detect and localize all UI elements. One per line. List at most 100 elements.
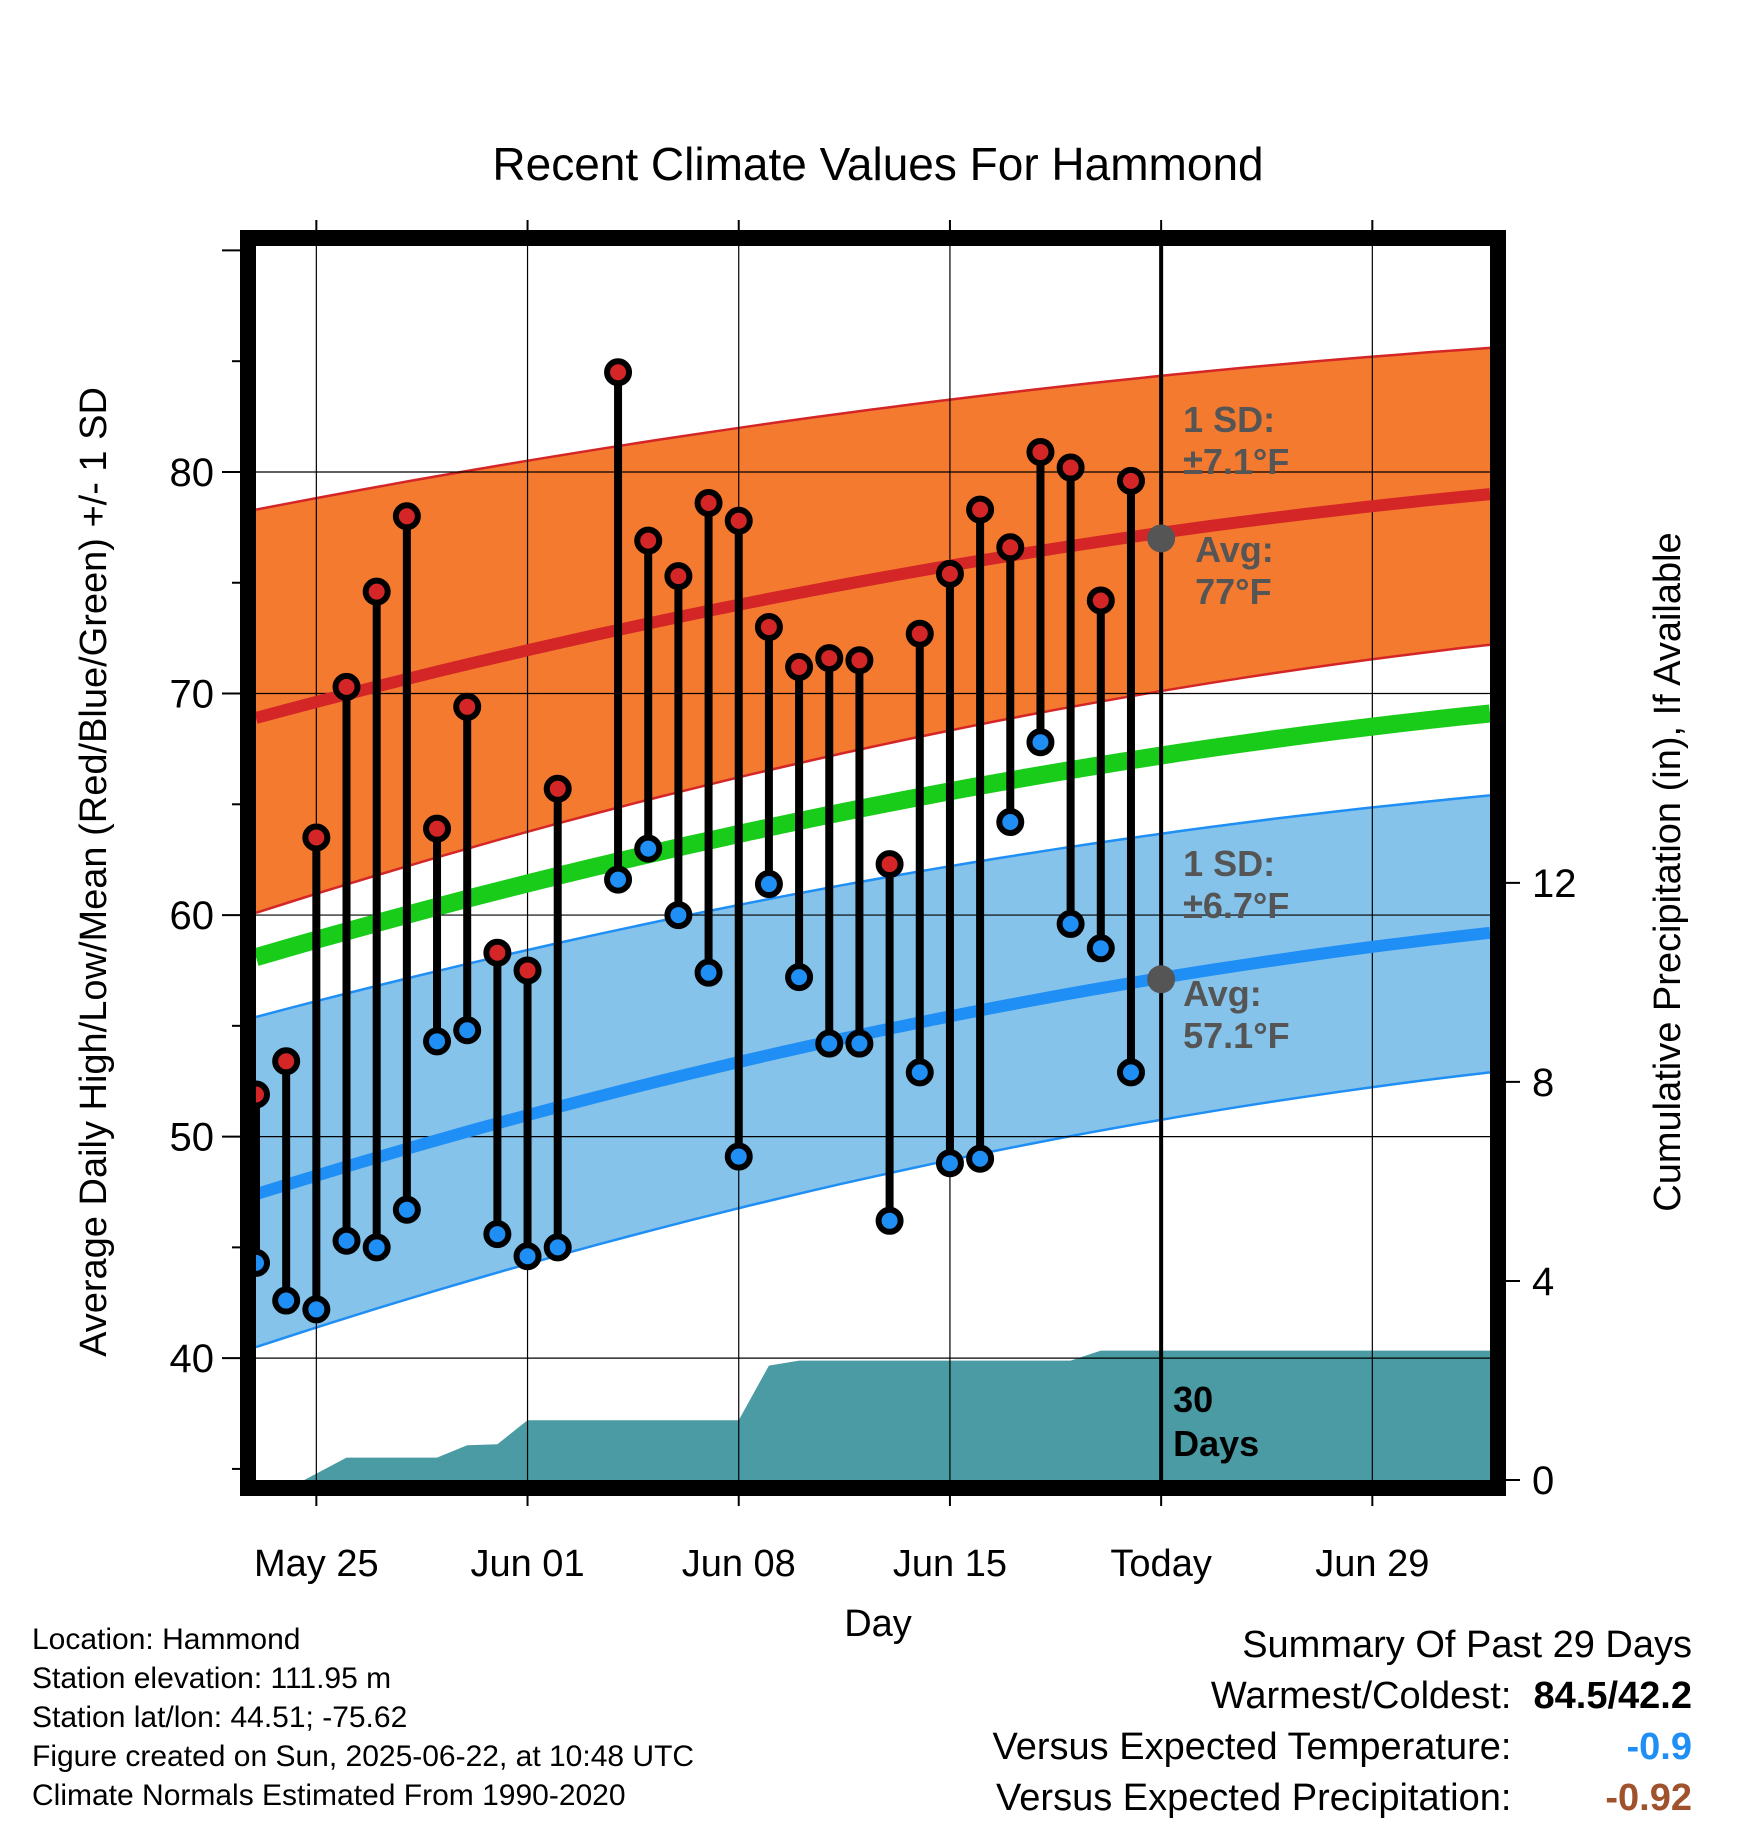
high-point-26 (1056, 453, 1085, 482)
high-point-2 (302, 823, 331, 852)
warm-cold-label: Warmest/Coldest: (1210, 1675, 1512, 1717)
precip-area (256, 1350, 1490, 1480)
high-point-21 (905, 619, 934, 648)
period-label-1: 30 (1173, 1379, 1213, 1420)
low-lower-edge (255, 1071, 1491, 1349)
low-point-21 (905, 1058, 934, 1087)
y-left-label-4: 80 (170, 451, 215, 495)
low-point-5 (392, 1195, 421, 1224)
x-tick-label-3: Jun 15 (893, 1543, 1007, 1585)
period-label-2: Days (1173, 1423, 1259, 1464)
low-point-10 (543, 1233, 572, 1262)
low-point-14 (694, 958, 723, 987)
low-point-8 (483, 1220, 512, 1249)
high-point-20 (875, 850, 904, 879)
summary-precip: Versus Expected Precipitation: -0.92 (993, 1773, 1692, 1824)
high-lower-edge (255, 643, 1491, 914)
high-avg-label: Avg: (1195, 529, 1274, 570)
x-axis-label: Day (844, 1603, 912, 1645)
low-avg-value: 57.1°F (1183, 1015, 1289, 1056)
high-point-10 (543, 774, 572, 803)
low-point-15 (724, 1142, 753, 1171)
low-normal-line (254, 926, 1491, 1200)
low-point-2 (302, 1295, 331, 1324)
high-point-22 (935, 559, 964, 588)
y-axis-label-left: Average Daily High/Low/Mean (Red/Blue/Gr… (73, 387, 115, 1357)
low-point-13 (664, 901, 693, 930)
high-point-16 (754, 613, 783, 642)
y-right-label-1: 4 (1532, 1260, 1554, 1304)
today-low-avg-marker (1147, 965, 1176, 994)
y-left-label-0: 40 (170, 1337, 215, 1381)
y-right-label-0: 0 (1532, 1459, 1554, 1503)
low-point-27 (1086, 934, 1115, 963)
low-avg-label: Avg: (1183, 973, 1262, 1014)
high-point-28 (1116, 466, 1145, 495)
low-point-11 (604, 865, 633, 894)
high-point-4 (362, 577, 391, 606)
info-elevation: Station elevation: 111.95 m (32, 1662, 392, 1695)
high-point-3 (332, 672, 361, 701)
low-point-25 (1026, 728, 1055, 757)
high-point-12 (634, 526, 663, 555)
summary-title: Summary Of Past 29 Days (1242, 1624, 1692, 1666)
station-info: Location: Hammond Station elevation: 111… (32, 1620, 694, 1815)
low-point-19 (845, 1029, 874, 1058)
today-high-avg-marker (1147, 524, 1176, 553)
info-created: Figure created on Sun, 2025-06-22, at 10… (32, 1740, 695, 1773)
high-point-8 (483, 938, 512, 967)
high-point-24 (996, 533, 1025, 562)
warm-cold-value: 84.5/42.2 (1533, 1675, 1692, 1717)
high-normal-line (254, 488, 1491, 724)
low-point-9 (513, 1242, 542, 1271)
y-axis-label-right: Cumulative Precipitation (in), If Availa… (1647, 532, 1689, 1211)
low-point-26 (1056, 909, 1085, 938)
summary-warm-cold: Warmest/Coldest: 84.5/42.2 (993, 1671, 1692, 1722)
low-point-12 (634, 834, 663, 863)
chart-title: Recent Climate Values For Hammond (492, 138, 1263, 190)
low-sd-band (256, 795, 1490, 1348)
temp-label: Versus Expected Temperature: (992, 1726, 1512, 1768)
precip-label: Versus Expected Precipitation: (996, 1777, 1512, 1819)
high-point-9 (513, 956, 542, 985)
low-point-3 (332, 1226, 361, 1255)
info-location: Location: Hammond (32, 1623, 301, 1656)
high-avg-value: 77°F (1195, 571, 1271, 612)
low-point-6 (423, 1027, 452, 1056)
y-right-label-3: 12 (1532, 862, 1577, 906)
y-left-label-3: 70 (170, 673, 215, 717)
y-left-label-1: 50 (170, 1116, 215, 1160)
low-point-17 (785, 963, 814, 992)
y-right-label-2: 8 (1532, 1061, 1554, 1105)
low-point-24 (996, 808, 1025, 837)
high-point-13 (664, 562, 693, 591)
high-point-1 (272, 1047, 301, 1076)
high-point-17 (785, 652, 814, 681)
low-point-1 (272, 1286, 301, 1315)
low-point-22 (935, 1149, 964, 1178)
high-sd-band (256, 347, 1490, 913)
high-point-23 (966, 495, 995, 524)
low-point-16 (754, 870, 783, 899)
temp-value: -0.9 (1626, 1726, 1692, 1768)
summary-panel: Summary Of Past 29 Days Warmest/Coldest:… (993, 1620, 1692, 1824)
high-sd-label: 1 SD: (1183, 399, 1275, 440)
high-point-7 (453, 692, 482, 721)
x-tick-label-4: Today (1110, 1543, 1211, 1585)
low-upper-edge (255, 794, 1491, 1019)
plot-frame (240, 230, 1506, 1496)
mean-normal-line (253, 704, 1491, 966)
low-point-20 (875, 1206, 904, 1235)
precip-value: -0.92 (1605, 1777, 1692, 1819)
low-sd-value: ±6.7°F (1183, 885, 1289, 926)
low-sd-label: 1 SD: (1183, 843, 1275, 884)
high-point-19 (845, 646, 874, 675)
high-point-14 (694, 488, 723, 517)
high-point-6 (423, 814, 452, 843)
y-left-label-2: 60 (170, 894, 215, 938)
high-point-5 (392, 502, 421, 531)
high-point-25 (1026, 438, 1055, 467)
high-sd-value: ±7.1°F (1183, 441, 1289, 482)
